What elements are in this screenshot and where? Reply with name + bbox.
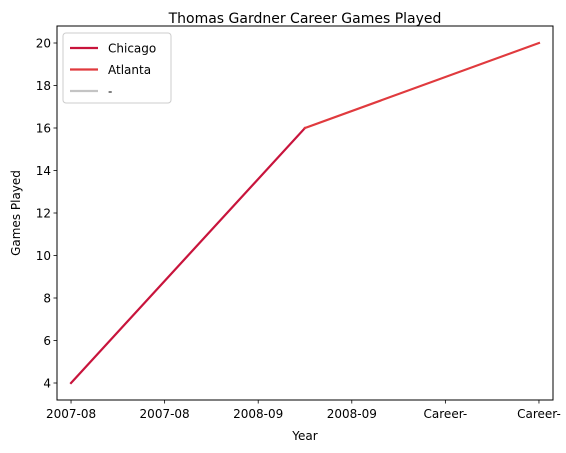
- y-tick-label: 6: [43, 334, 51, 348]
- legend-label: -: [108, 85, 112, 99]
- x-tick-label: Career-: [517, 407, 561, 421]
- y-tick-label: 12: [36, 207, 51, 221]
- series-layer: [69, 41, 541, 385]
- y-tick-label: 18: [36, 79, 51, 93]
- y-axis: 4 6 8 10 12 14 16 18 20: [36, 37, 57, 391]
- series-line-0: [69, 126, 307, 385]
- y-tick-label: 14: [36, 164, 51, 178]
- x-tick-label: 2008-09: [327, 407, 377, 421]
- legend-label: Chicago: [108, 42, 156, 56]
- y-axis-label: Games Played: [9, 170, 23, 256]
- y-tick-label: 16: [36, 122, 51, 136]
- y-tick-label: 10: [36, 249, 51, 263]
- x-axis: 2007-08 2007-08 2008-09 2008-09 Career- Caree…: [46, 400, 561, 421]
- legend-label: Atlanta: [108, 63, 151, 77]
- y-tick-label: 4: [43, 377, 51, 391]
- x-tick-label: 2007-08: [140, 407, 190, 421]
- legend: Chicago Atlanta -: [62, 32, 172, 104]
- series-line-1: [303, 41, 541, 130]
- x-tick-label: 2008-09: [233, 407, 283, 421]
- y-tick-label: 20: [36, 37, 51, 51]
- x-tick-label: Career-: [424, 407, 468, 421]
- legend-frame: [62, 32, 172, 104]
- y-tick-label: 8: [43, 292, 51, 306]
- x-tick-label: 2007-08: [46, 407, 96, 421]
- x-axis-label: Year: [291, 429, 317, 443]
- chart-title: Thomas Gardner Career Games Played: [168, 11, 442, 27]
